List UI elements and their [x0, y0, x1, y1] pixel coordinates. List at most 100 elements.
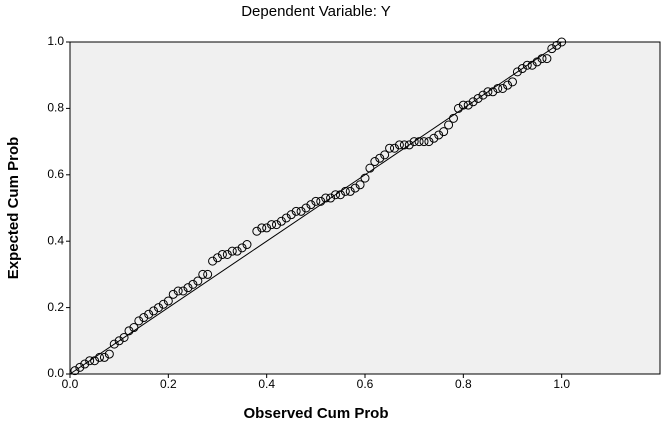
point	[517, 64, 527, 74]
point	[301, 203, 311, 213]
point	[291, 206, 301, 216]
x-axis-title: Observed Cum Prob	[243, 405, 388, 422]
point	[527, 60, 537, 70]
point	[321, 193, 331, 203]
y-tick-label: 0.2	[47, 300, 64, 314]
point	[242, 240, 252, 250]
point	[114, 336, 124, 346]
point	[85, 356, 95, 366]
point	[365, 163, 375, 173]
x-tick-label: 0.2	[160, 377, 177, 391]
point	[488, 87, 498, 97]
y-tick-label: 0.6	[47, 167, 64, 181]
point	[163, 296, 173, 306]
point	[124, 326, 134, 336]
point	[409, 137, 419, 147]
point	[473, 93, 483, 103]
point	[355, 180, 365, 190]
point	[286, 210, 296, 220]
point	[222, 249, 232, 259]
point	[419, 137, 429, 147]
point	[449, 113, 458, 123]
point	[262, 223, 272, 233]
y-tick-label: 0.8	[47, 101, 64, 115]
point	[257, 223, 267, 233]
point	[331, 190, 340, 200]
point	[213, 253, 222, 263]
y-tick-label: 0.0	[47, 366, 64, 380]
point	[217, 249, 227, 259]
point	[109, 339, 119, 349]
point	[350, 183, 360, 193]
point	[272, 220, 281, 230]
point	[390, 143, 399, 153]
point	[453, 103, 463, 113]
point	[306, 200, 316, 210]
point	[552, 40, 562, 50]
point	[493, 83, 503, 93]
point	[267, 220, 277, 230]
x-tick-label: 0.4	[258, 377, 275, 391]
point	[439, 127, 449, 137]
point	[203, 269, 213, 279]
point	[547, 44, 557, 54]
point	[508, 77, 517, 87]
point	[370, 157, 380, 167]
y-tick-label: 0.4	[47, 233, 64, 247]
point	[311, 196, 321, 206]
point	[193, 276, 203, 286]
point	[281, 213, 291, 223]
point	[463, 100, 473, 110]
point	[522, 60, 532, 70]
point	[532, 57, 542, 67]
point	[444, 120, 454, 130]
y-axis-title: Expected Cum Prob	[5, 137, 22, 280]
point	[375, 153, 385, 163]
point	[227, 246, 237, 256]
x-tick-label: 0.6	[357, 377, 374, 391]
point	[99, 352, 109, 362]
point	[80, 359, 90, 369]
point	[360, 173, 370, 183]
point	[537, 54, 547, 64]
point	[498, 83, 508, 93]
point	[70, 366, 80, 376]
point	[296, 206, 306, 216]
y-tick-label: 1.0	[47, 34, 64, 48]
point	[503, 80, 513, 90]
point	[75, 362, 85, 372]
plot-area	[69, 41, 661, 375]
point	[458, 100, 468, 110]
point	[385, 143, 395, 153]
point	[316, 196, 326, 206]
x-tick-label: 0.8	[455, 377, 472, 391]
point	[340, 186, 350, 196]
point	[178, 286, 188, 296]
point	[345, 186, 355, 196]
point	[232, 246, 242, 256]
point	[208, 256, 218, 266]
point	[104, 349, 114, 359]
point	[95, 352, 104, 362]
point	[276, 216, 286, 226]
point	[183, 283, 193, 293]
point	[326, 193, 336, 203]
point	[335, 190, 345, 200]
point	[399, 140, 409, 150]
point	[144, 309, 154, 319]
point	[414, 137, 424, 147]
x-tick-label: 0.0	[62, 377, 79, 391]
point	[90, 356, 100, 366]
point	[478, 90, 488, 100]
point	[394, 140, 404, 150]
point	[139, 313, 149, 323]
point	[237, 243, 247, 253]
point	[252, 226, 262, 236]
point	[542, 54, 552, 64]
point	[483, 87, 493, 97]
point	[424, 137, 434, 147]
point	[404, 140, 414, 150]
point	[188, 279, 198, 289]
point	[119, 332, 129, 342]
